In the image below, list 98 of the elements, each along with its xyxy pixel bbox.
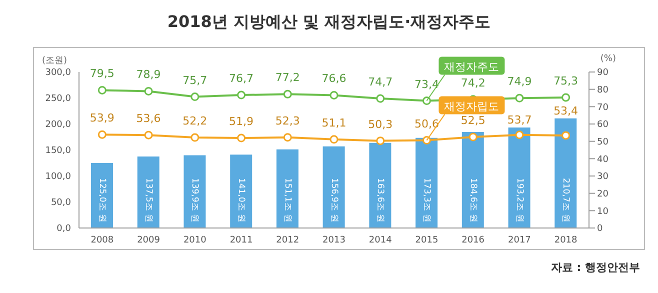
data-label: 193,2조 원 — [514, 178, 524, 223]
y2-tick-label: 70 — [597, 102, 609, 113]
data-label: 53,4 — [554, 104, 578, 118]
data-label: 53,7 — [507, 114, 532, 127]
data-label: 53,9 — [90, 112, 114, 125]
data-label: 51,1 — [322, 116, 346, 130]
y-tick-label: 100,0 — [45, 172, 72, 182]
data-label: 137,5조 원 — [143, 178, 154, 223]
point — [237, 90, 246, 100]
y-tick-label: 300,0 — [45, 68, 72, 78]
x-tick-label: 2010 — [183, 235, 207, 246]
y2-tick-label: 80 — [597, 86, 609, 96]
data-label: 76,6 — [322, 72, 346, 86]
point — [468, 132, 478, 142]
text: 재정자립도 — [444, 100, 500, 113]
point — [376, 94, 385, 103]
point — [144, 130, 153, 140]
data-label: 173,3조 원 — [422, 178, 432, 223]
data-label: 74,2 — [460, 76, 486, 90]
point — [98, 86, 106, 94]
point — [422, 96, 431, 106]
point — [376, 136, 385, 146]
point — [330, 90, 338, 100]
y-tick-label: 200,0 — [45, 120, 72, 130]
data-label: 139,9조 원 — [190, 178, 200, 223]
point — [515, 130, 524, 140]
bar — [91, 163, 113, 228]
chart-title: 2018년 지방예산 및 재정자립도·재정자주도 — [166, 12, 492, 33]
y-tick-label: 50,0 — [50, 198, 72, 208]
bar — [276, 149, 298, 228]
data-label: 52,2 — [182, 114, 208, 128]
y2-tick-label: 50 — [597, 138, 609, 148]
x-tick-label: 2018 — [554, 235, 578, 246]
data-label: 50,3 — [368, 118, 393, 131]
data-label: 50,6 — [414, 117, 439, 130]
point — [98, 130, 106, 139]
x-tick-label: 2013 — [322, 235, 346, 246]
y2-tick-label: 40 — [597, 154, 609, 165]
y2-tick-label: 90 — [597, 68, 609, 78]
bar — [508, 128, 530, 228]
data-label: 163,6조 원 — [375, 178, 386, 223]
point — [190, 92, 200, 102]
y-tick-label: 250,0 — [45, 94, 72, 104]
bar — [554, 118, 577, 228]
data-label: 210,7조 원 — [560, 178, 571, 223]
x-tick-label: 2014 — [368, 235, 392, 246]
point — [515, 94, 524, 102]
data-label: 52,5 — [460, 114, 486, 127]
point — [144, 86, 153, 96]
y2-tick-label: 0 — [597, 224, 603, 234]
x-tick-label: 2012 — [276, 235, 300, 246]
data-label: 184,6조 원 — [468, 178, 478, 223]
data-label: 74,7 — [368, 76, 393, 89]
data-label: 51,9 — [229, 115, 254, 128]
x-tick-label: 2016 — [462, 235, 485, 246]
data-label: 76,7 — [229, 72, 254, 86]
data-label: 79,5 — [90, 67, 114, 80]
data-label: 75,3 — [554, 74, 578, 88]
point — [237, 134, 246, 142]
data-label: 141,0조 원 — [236, 178, 246, 223]
data-label: 53,6 — [136, 112, 161, 126]
y-tick-label: 0,0 — [56, 224, 72, 234]
x-tick-label: 2011 — [230, 235, 253, 246]
y2-tick-label: 10 — [597, 206, 609, 217]
point — [562, 131, 570, 140]
data-label: 151,1조 원 — [282, 178, 292, 223]
text: 자료 : 행정안전부 — [550, 260, 640, 275]
point — [562, 93, 570, 102]
bar — [462, 132, 484, 228]
bar — [369, 142, 392, 228]
bar — [137, 156, 160, 228]
point — [330, 135, 338, 144]
bar — [184, 155, 206, 228]
data-label: 125,0조 원 — [97, 178, 107, 223]
point — [283, 90, 292, 98]
data-label: 156,9조 원 — [328, 178, 339, 223]
data-label: 73,4 — [414, 78, 439, 91]
x-tick-label: 2015 — [415, 235, 438, 246]
bar — [322, 146, 345, 228]
data-label: 78,9 — [136, 68, 161, 82]
y2-tick-label: 60 — [597, 120, 609, 130]
bar — [230, 154, 252, 228]
data-label: 74,9 — [507, 75, 532, 88]
y2-tick-label: 20 — [597, 190, 609, 200]
x-tick-label: 2017 — [508, 235, 531, 246]
data-label: 75,7 — [182, 74, 208, 87]
y-axis-title: (조원) — [42, 55, 68, 67]
data-label: 52,3 — [275, 114, 300, 128]
y-tick-label: 150,0 — [45, 146, 72, 156]
point — [422, 136, 431, 145]
data-label: 77,2 — [275, 71, 300, 84]
point — [283, 133, 292, 142]
x-tick-label: 2009 — [137, 235, 160, 246]
text: 재정자주도 — [444, 60, 500, 74]
y2-axis-title: (%) — [600, 54, 616, 64]
y2-tick-label: 30 — [597, 172, 609, 182]
x-tick-label: 2008 — [90, 235, 114, 246]
point — [190, 133, 200, 142]
